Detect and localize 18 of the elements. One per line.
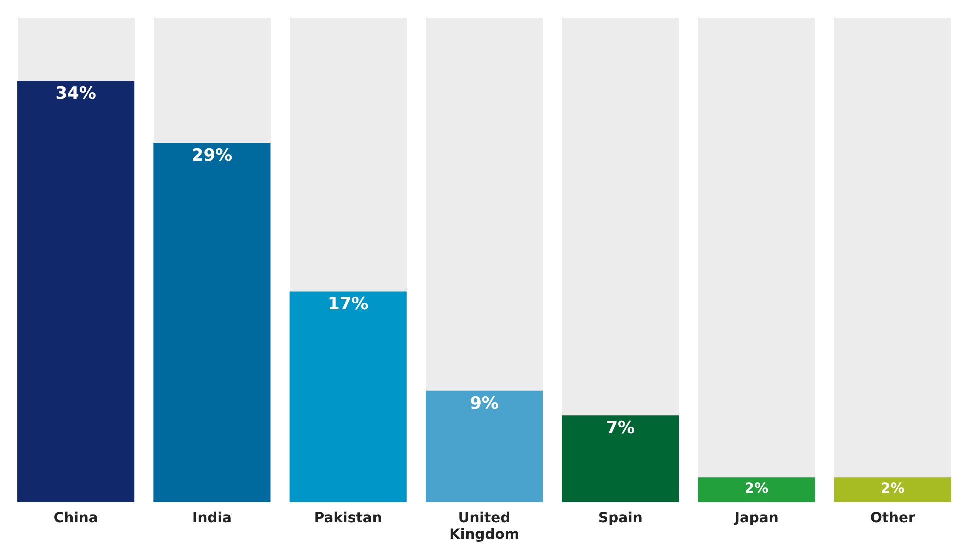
bar — [834, 478, 952, 502]
data-label: 2% — [744, 481, 769, 498]
data-label: 9% — [470, 394, 499, 414]
bar — [698, 478, 816, 502]
data-label: 7% — [606, 418, 636, 439]
x-tick-label: Pakistan — [314, 510, 382, 526]
data-label: 17% — [328, 294, 369, 315]
x-tick-label: United Kingdom — [450, 510, 520, 544]
data-label: 34% — [56, 84, 96, 104]
x-tick-label: Other — [870, 510, 916, 526]
x-tick-label: China — [54, 510, 98, 526]
x-tick-label: India — [192, 510, 232, 526]
x-tick-label: Spain — [598, 510, 643, 526]
data-label: 29% — [192, 146, 233, 166]
data-label: 2% — [881, 481, 905, 498]
bar — [426, 390, 544, 502]
x-tick-label: Japan — [734, 510, 779, 526]
bar — [562, 416, 680, 502]
